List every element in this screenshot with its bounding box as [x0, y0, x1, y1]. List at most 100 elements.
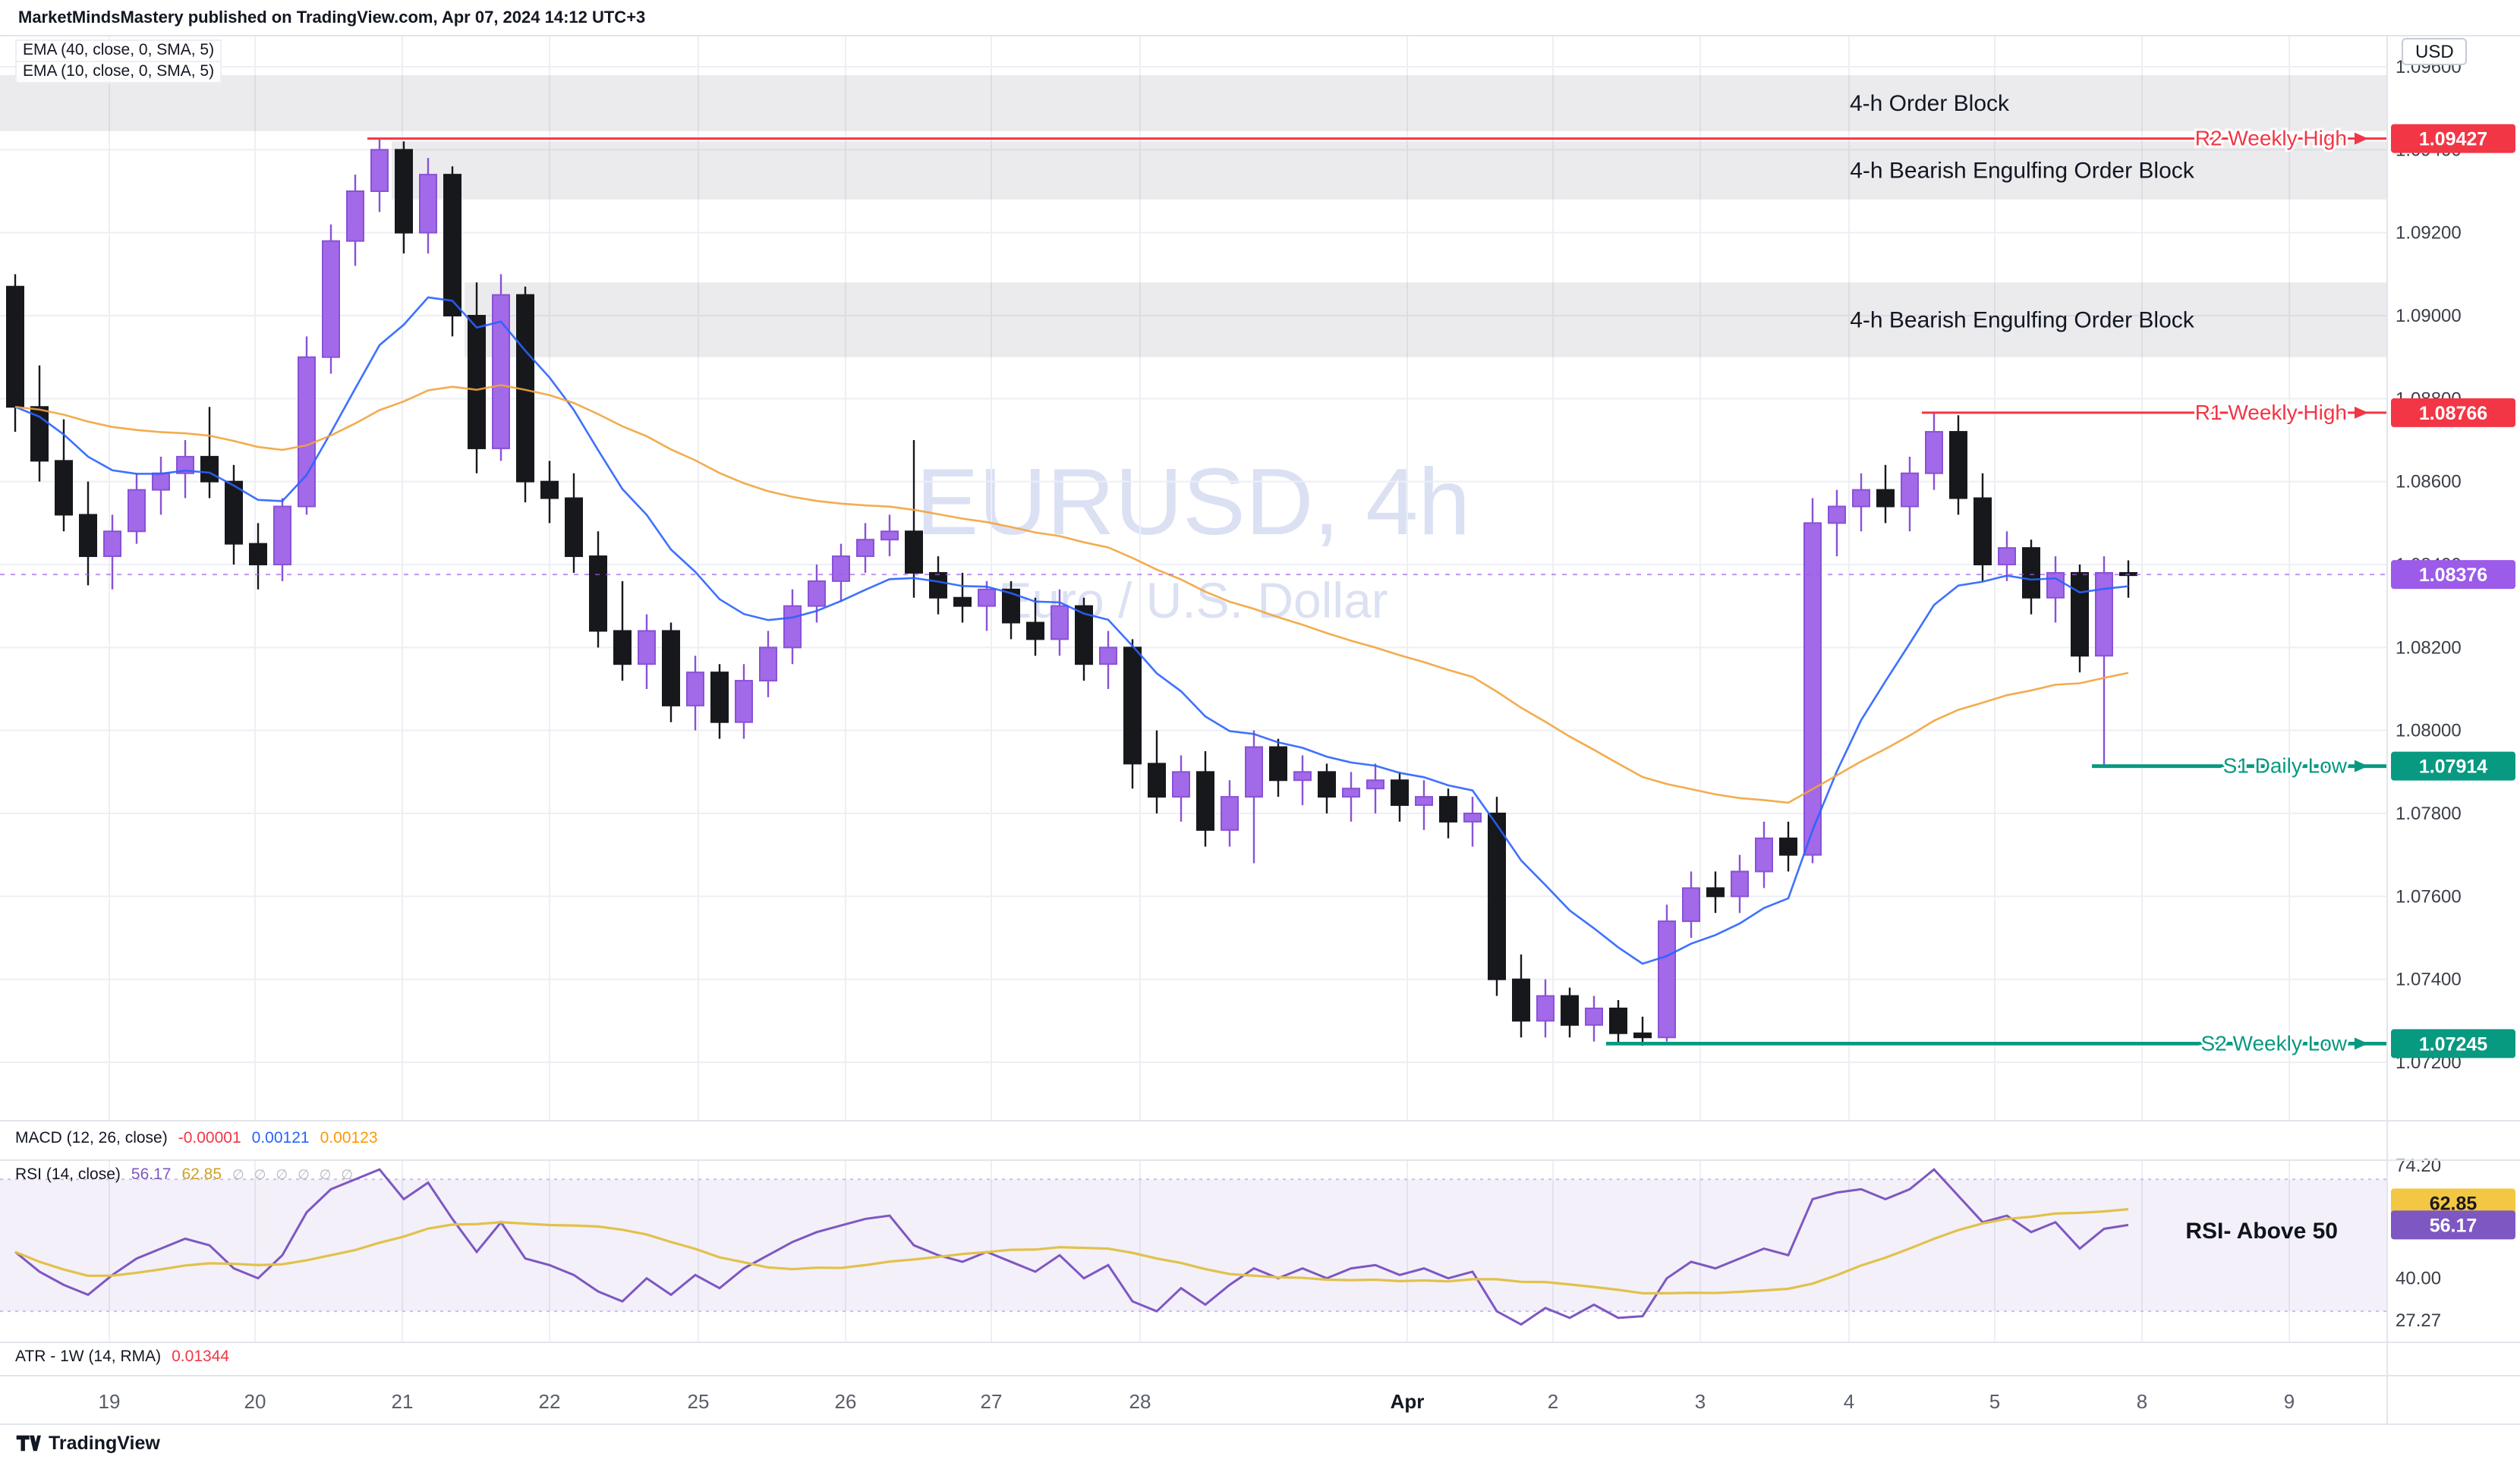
candle-body: [152, 472, 170, 491]
candle-body: [1051, 605, 1069, 640]
time-axis-label[interactable]: 28: [1129, 1390, 1151, 1413]
indicator-legend-ema40[interactable]: EMA (40, close, 0, SMA, 5): [15, 39, 222, 62]
candle-body: [1925, 431, 1943, 474]
candle-body: [929, 571, 947, 599]
candle-body: [1998, 547, 2016, 566]
rsi-annotation: RSI- Above 50: [2185, 1219, 2338, 1244]
candle-body: [1026, 621, 1044, 640]
macd-histogram-value: -0.00001: [178, 1129, 241, 1147]
publish-header-text: MarketMindsMastery published on TradingV…: [18, 8, 646, 27]
price-badge: [2391, 398, 2515, 427]
time-axis-label[interactable]: 25: [688, 1390, 710, 1413]
time-axis-label[interactable]: 9: [2284, 1390, 2295, 1413]
candle-body: [1803, 522, 1822, 856]
candle-body: [103, 530, 121, 558]
candle-body: [1609, 1007, 1627, 1034]
candle-body: [2071, 571, 2089, 657]
price-axis-label: 1.07800: [2396, 804, 2462, 824]
candle-body: [1318, 771, 1336, 798]
candle-body: [540, 480, 559, 499]
candle-body: [1123, 646, 1142, 765]
macd-legend[interactable]: MACD (12, 26, close) -0.00001 0.00121 0.…: [15, 1129, 378, 1147]
candle-body: [686, 672, 704, 706]
level-label: S2 Weekly Low: [2201, 1031, 2348, 1055]
price-badge: [2391, 124, 2515, 153]
candle-body: [370, 149, 389, 192]
candle-body: [783, 605, 802, 649]
time-axis-label[interactable]: 4: [1844, 1390, 1854, 1413]
candle-body: [638, 630, 656, 665]
time-axis-label[interactable]: 3: [1695, 1390, 1706, 1413]
time-axis-label[interactable]: 5: [1989, 1390, 2000, 1413]
candle-body: [1221, 796, 1239, 831]
candle-body: [1002, 588, 1020, 624]
candle-body: [468, 315, 486, 449]
candle-body: [1342, 788, 1360, 798]
atr-value: 0.01344: [172, 1348, 230, 1366]
candle-body: [419, 174, 437, 234]
publish-header: MarketMindsMastery published on TradingV…: [0, 0, 2520, 35]
price-axis-separator[interactable]: [2386, 35, 2388, 1423]
price-axis-label: 1.08200: [2396, 637, 2462, 658]
price-badge-label: 1.08766: [2419, 403, 2487, 424]
candle-body: [1245, 746, 1263, 798]
tradingview-logo-text: TradingView: [49, 1433, 160, 1454]
candle-body: [1658, 920, 1676, 1039]
candle-body: [808, 580, 826, 607]
candle-body: [953, 596, 972, 607]
order-block-band: [0, 74, 2386, 131]
candles[interactable]: [6, 138, 2137, 1046]
time-axis-label[interactable]: 22: [539, 1390, 561, 1413]
price-axis-label: 1.07600: [2396, 886, 2462, 907]
time-axis-label[interactable]: 2: [1548, 1390, 1558, 1413]
price-badge-label: 1.08376: [2419, 565, 2487, 586]
atr-title: ATR - 1W (14, RMA): [15, 1348, 162, 1366]
candle-body: [1561, 995, 1579, 1026]
time-axis-label[interactable]: 20: [244, 1390, 266, 1413]
candle-body: [1148, 763, 1166, 798]
time-axis-label[interactable]: 26: [835, 1390, 857, 1413]
rsi-scale-label: 74.20: [2396, 1156, 2441, 1176]
header-separator: [0, 35, 2520, 36]
candle-body: [759, 646, 777, 682]
time-axis-label[interactable]: 27: [981, 1390, 1003, 1413]
indicator-legend-ema10[interactable]: EMA (10, close, 0, SMA, 5): [15, 61, 222, 83]
rsi-pane-separator[interactable]: [0, 1342, 2520, 1343]
candle-body: [589, 555, 607, 632]
time-axis-label[interactable]: Apr: [1391, 1390, 1425, 1413]
level-arrow-icon: [2355, 760, 2368, 772]
time-axis-label[interactable]: 21: [392, 1390, 414, 1413]
time-axis-label[interactable]: 8: [2137, 1390, 2147, 1413]
currency-toggle[interactable]: USD: [2402, 38, 2468, 65]
candle-body: [1269, 746, 1287, 782]
atr-legend[interactable]: ATR - 1W (14, RMA) 0.01344: [15, 1348, 229, 1366]
level-label: R1 Weekly High: [2195, 401, 2347, 424]
price-axis-label: 1.09000: [2396, 306, 2462, 326]
price-badge-label: 56.17: [2430, 1215, 2477, 1236]
candle-body: [1731, 870, 1749, 898]
candle-body: [443, 174, 461, 316]
price-badge: [2391, 1188, 2515, 1218]
candle-body: [1755, 837, 1773, 873]
price-axis-label: 1.07400: [2396, 970, 2462, 990]
price-badge-label: 1.07914: [2419, 757, 2487, 778]
main-pane-separator[interactable]: [0, 1120, 2520, 1121]
candle-body: [1585, 1007, 1603, 1026]
tradingview-logo[interactable]: TradingView: [15, 1433, 160, 1454]
candle-body: [1075, 605, 1093, 665]
candle-body: [492, 294, 510, 449]
price-badge-label: 1.07245: [2419, 1033, 2487, 1055]
candle-body: [249, 543, 267, 566]
candle-body: [832, 555, 850, 582]
rsi-legend[interactable]: RSI (14, close) 56.17 62.85 ∅ ∅ ∅ ∅ ∅ ∅: [15, 1165, 356, 1184]
candle-body: [1706, 887, 1725, 898]
order-block-band: [465, 282, 2386, 357]
atr-pane-separator[interactable]: [0, 1375, 2520, 1376]
candle-body: [1949, 431, 1967, 499]
time-axis-label[interactable]: 19: [99, 1390, 121, 1413]
macd-pane-separator[interactable]: [0, 1159, 2520, 1161]
price-badge: [2391, 1210, 2515, 1240]
candle-body: [1293, 771, 1312, 782]
candle-body: [128, 489, 146, 533]
